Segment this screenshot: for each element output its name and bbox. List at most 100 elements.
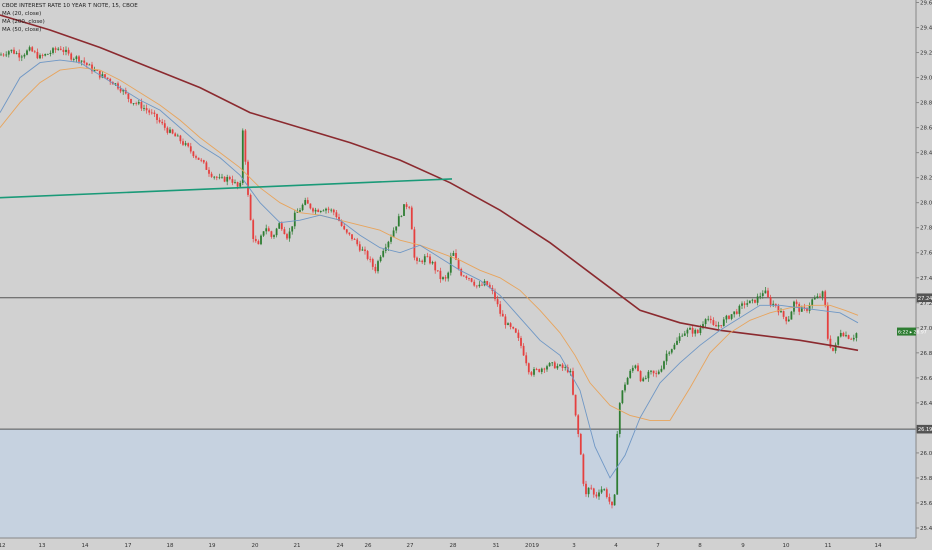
candle-body <box>431 262 434 264</box>
time-axis[interactable]: 12 13 14 17 18 19 20 21 24 26 27 28 31 2019 3 4 7 8 9 10 11 1… <box>0 537 916 549</box>
candle-body <box>176 135 179 137</box>
candle-body <box>626 377 629 385</box>
candle-body <box>624 384 626 391</box>
level-tag-box <box>916 424 932 434</box>
y-tick-label: 29.20 <box>920 51 932 57</box>
candle-body <box>530 372 533 375</box>
candle-body <box>717 325 720 327</box>
candle-body <box>83 60 86 63</box>
candle-body <box>257 241 260 245</box>
candle-body <box>579 434 582 455</box>
candle-body <box>366 251 369 259</box>
candle-body <box>634 365 637 368</box>
candle-body <box>317 209 320 212</box>
candle-body <box>439 270 442 280</box>
candle-body <box>338 217 340 221</box>
candle-body <box>244 130 247 162</box>
candle-body <box>200 159 203 161</box>
candle-body <box>556 365 559 369</box>
y-tick-label: 27.60 <box>920 251 932 257</box>
candle-body <box>462 275 465 277</box>
candle-body <box>813 298 816 300</box>
candle-body <box>595 494 598 497</box>
candle-body <box>764 290 767 294</box>
candle-body <box>291 226 294 232</box>
candle-body <box>780 311 782 313</box>
candle-body <box>327 208 330 210</box>
candle-body <box>395 226 398 231</box>
candle-body <box>221 176 223 178</box>
candle-body <box>197 157 200 160</box>
candle-body <box>767 290 769 298</box>
candle-body <box>273 235 275 237</box>
level-tag: 26.19 <box>918 427 932 433</box>
candle-body <box>379 256 382 262</box>
candle-body <box>46 53 49 55</box>
candle-body <box>845 335 847 337</box>
candle-body <box>416 257 418 261</box>
candle-body <box>0 54 2 56</box>
candle-body <box>650 370 652 372</box>
candle-body <box>837 336 840 345</box>
candle-body <box>582 454 585 484</box>
candle-body <box>275 228 278 236</box>
candle-body <box>280 223 283 230</box>
candle-body <box>540 368 543 372</box>
candle-body <box>826 305 829 339</box>
candle-body <box>114 83 117 85</box>
candle-body <box>106 77 109 79</box>
x-tick-label: 4 <box>614 543 618 549</box>
candle-body <box>590 487 593 489</box>
x-tick-label: 28 <box>450 543 457 549</box>
candle-body <box>187 143 190 147</box>
candle-body <box>806 308 808 311</box>
y-tick-label: 27.40 <box>920 276 932 282</box>
candle-body <box>592 488 595 495</box>
candle-body <box>67 49 70 54</box>
x-tick-label: 10 <box>783 543 790 549</box>
candle-body <box>20 56 23 58</box>
y-tick-label: 25.40 <box>920 526 932 532</box>
candle-body <box>533 369 535 375</box>
candle-body <box>429 256 431 264</box>
candle-body <box>816 296 819 299</box>
y-tick-label: 26.40 <box>920 401 932 407</box>
candle-body <box>41 55 44 56</box>
x-tick-label: 21 <box>294 543 301 549</box>
candle-body <box>746 303 749 305</box>
candle-body <box>514 328 517 333</box>
candle-body <box>689 327 691 330</box>
candle-body <box>104 74 106 78</box>
candle-body <box>696 329 699 334</box>
candle-body <box>642 378 645 382</box>
x-tick-label: 12 <box>0 543 6 549</box>
candle-body <box>509 323 512 327</box>
candle-body <box>101 74 104 78</box>
candle-body <box>839 332 842 337</box>
x-tick-label: 11 <box>825 543 832 549</box>
candle-body <box>855 333 858 338</box>
candle-body <box>569 371 572 373</box>
candle-body <box>314 209 317 212</box>
candle-body <box>795 301 798 305</box>
candle-body <box>213 176 216 178</box>
chart-legend: CBOE INTEREST RATE 10 YEAR T NOTE, 15, C… <box>2 2 138 34</box>
trendline[interactable] <box>0 178 453 199</box>
candle-body <box>613 494 616 506</box>
candle-body <box>517 332 520 338</box>
candle-body <box>574 394 577 416</box>
candle-body <box>782 311 785 317</box>
candle-body <box>488 284 491 288</box>
candle-body <box>644 378 647 380</box>
candle-body <box>834 344 837 351</box>
candle-body <box>293 212 296 227</box>
x-tick-label: 31 <box>493 543 500 549</box>
x-tick-label: 24 <box>337 543 344 549</box>
candle-body <box>670 349 673 353</box>
price-axis[interactable]: 25.4025.6025.8026.0026.2026.4026.6026.80… <box>915 0 932 538</box>
candle-body <box>286 234 288 239</box>
candle-body <box>436 270 439 272</box>
candle-body <box>527 363 530 373</box>
candle-body <box>418 260 421 262</box>
